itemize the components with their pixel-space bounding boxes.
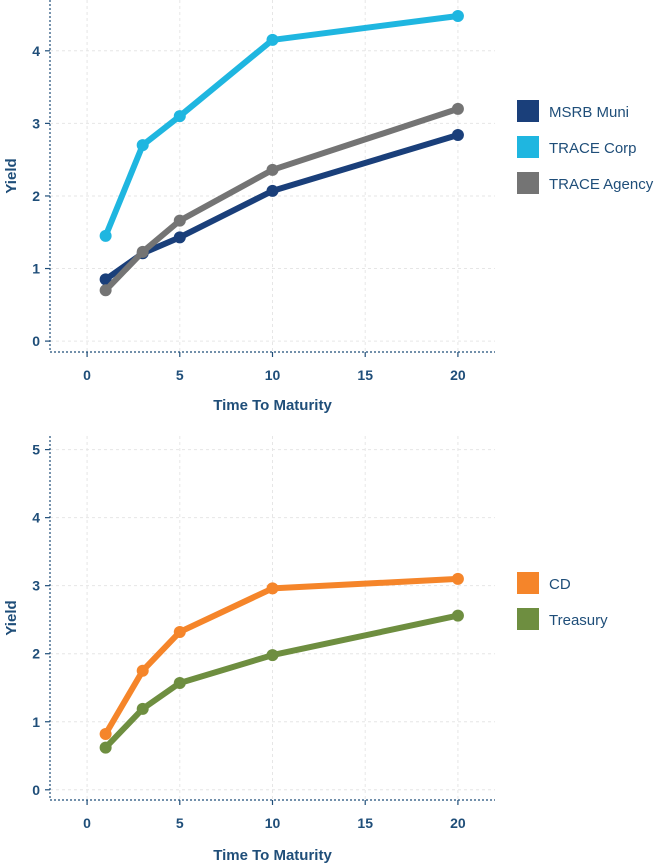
chart1-legend: MSRB Muni TRACE Corp TRACE Agency xyxy=(517,100,654,194)
chart1-point-msrb-muni-10 xyxy=(266,184,279,197)
chart2-point-treasury-1 xyxy=(99,741,112,754)
chart2-series-treasury xyxy=(99,609,464,754)
chart1-grid xyxy=(50,0,495,352)
chart2-point-cd-5 xyxy=(173,625,186,638)
chart1-x-tick-label-10: 10 xyxy=(265,367,281,383)
chart2-series-line-treasury xyxy=(102,612,461,751)
chart2-y-tick-label-5: 5 xyxy=(32,442,40,458)
chart2-series-line-cd xyxy=(102,575,461,738)
chart2-point-treasury-3 xyxy=(136,702,149,715)
chart1-point-msrb-muni-1 xyxy=(99,273,112,286)
chart1-series-line-msrb-muni xyxy=(102,131,461,283)
chart2-legend-label-cd: CD xyxy=(549,576,571,593)
chart1-legend-swatch-trace-agency xyxy=(517,172,539,194)
chart1-series-msrb-muni xyxy=(99,128,464,286)
chart2-point-treasury-10 xyxy=(266,649,279,662)
chart1-legend-label-trace-agency: TRACE Agency xyxy=(549,176,654,193)
chart2-point-cd-1 xyxy=(99,728,112,741)
chart2-y-tick-label-0: 0 xyxy=(32,782,40,798)
chart2-y-tick-label-4: 4 xyxy=(32,510,40,526)
chart1-point-trace-agency-10 xyxy=(266,163,279,176)
chart1-x-axis-title: Time To Maturity xyxy=(213,397,332,414)
chart1-series-trace-agency xyxy=(99,102,464,297)
chart2-point-treasury-5 xyxy=(173,676,186,689)
chart2-y-tick-label-1: 1 xyxy=(32,714,40,730)
chart1-point-msrb-muni-20 xyxy=(451,128,464,141)
chart1-point-trace-agency-1 xyxy=(99,284,112,297)
chart2-point-treasury-20 xyxy=(451,609,464,622)
chart1-point-msrb-muni-5 xyxy=(173,231,186,244)
chart1-point-trace-corp-3 xyxy=(136,139,149,152)
chart1-point-trace-agency-3 xyxy=(136,245,149,258)
chart2-x-tick-label-0: 0 xyxy=(83,815,91,831)
chart1-point-trace-corp-20 xyxy=(451,9,464,22)
chart1-x-tick-label-0: 0 xyxy=(83,367,91,383)
chart2-series-cd xyxy=(99,572,464,741)
chart1-y-tick-label-2: 2 xyxy=(32,188,40,204)
chart1-point-trace-agency-20 xyxy=(451,102,464,115)
chart2-y-tick-label-3: 3 xyxy=(32,578,40,594)
chart2-point-cd-3 xyxy=(136,664,149,677)
chart2-legend-swatch-cd xyxy=(517,572,539,594)
chart2-legend: CD Treasury xyxy=(517,572,608,630)
chart1-y-tick-label-3: 3 xyxy=(32,115,40,131)
chart1-point-trace-corp-1 xyxy=(99,229,112,242)
chart1-x-tick-label-15: 15 xyxy=(357,367,373,383)
chart2-y-tick-label-2: 2 xyxy=(32,646,40,662)
chart2-x-tick-label-5: 5 xyxy=(176,815,184,831)
chart1-legend-swatch-msrb-muni xyxy=(517,100,539,122)
chart2-y-axis-title: Yield xyxy=(3,600,20,635)
yield-curve-chart-top: 0 1 2 3 4 0 5 10 15 20 Time To Maturity Yield MSRB M… xyxy=(3,0,654,414)
chart1-x-tick-label-5: 5 xyxy=(176,367,184,383)
chart2-x-tick-label-20: 20 xyxy=(450,815,466,831)
yield-curve-chart-bottom: 0 1 2 3 4 5 0 5 10 15 20 Time To Maturity Yield CD Tre… xyxy=(3,436,608,864)
chart2-x-axis-title: Time To Maturity xyxy=(213,847,332,864)
chart1-y-tick-label-4: 4 xyxy=(32,43,40,59)
chart2-legend-swatch-treasury xyxy=(517,608,539,630)
chart2-point-cd-20 xyxy=(451,572,464,585)
chart1-y-axis-title: Yield xyxy=(3,158,20,193)
chart1-legend-swatch-trace-corp xyxy=(517,136,539,158)
chart1-point-trace-corp-10 xyxy=(266,33,279,46)
chart1-y-tick-label-1: 1 xyxy=(32,261,40,277)
chart2-point-cd-10 xyxy=(266,582,279,595)
chart2-legend-label-treasury: Treasury xyxy=(549,612,608,629)
chart1-series-trace-corp xyxy=(99,9,464,242)
chart1-legend-label-trace-corp: TRACE Corp xyxy=(549,140,637,157)
chart2-x-tick-label-15: 15 xyxy=(357,815,373,831)
chart1-legend-label-msrb-muni: MSRB Muni xyxy=(549,104,629,121)
chart1-x-tick-label-20: 20 xyxy=(450,367,466,383)
chart1-point-trace-agency-5 xyxy=(173,214,186,227)
chart1-point-trace-corp-5 xyxy=(173,110,186,123)
chart2-x-tick-label-10: 10 xyxy=(265,815,281,831)
chart1-y-tick-label-0: 0 xyxy=(32,333,40,349)
chart2-grid xyxy=(50,436,495,800)
